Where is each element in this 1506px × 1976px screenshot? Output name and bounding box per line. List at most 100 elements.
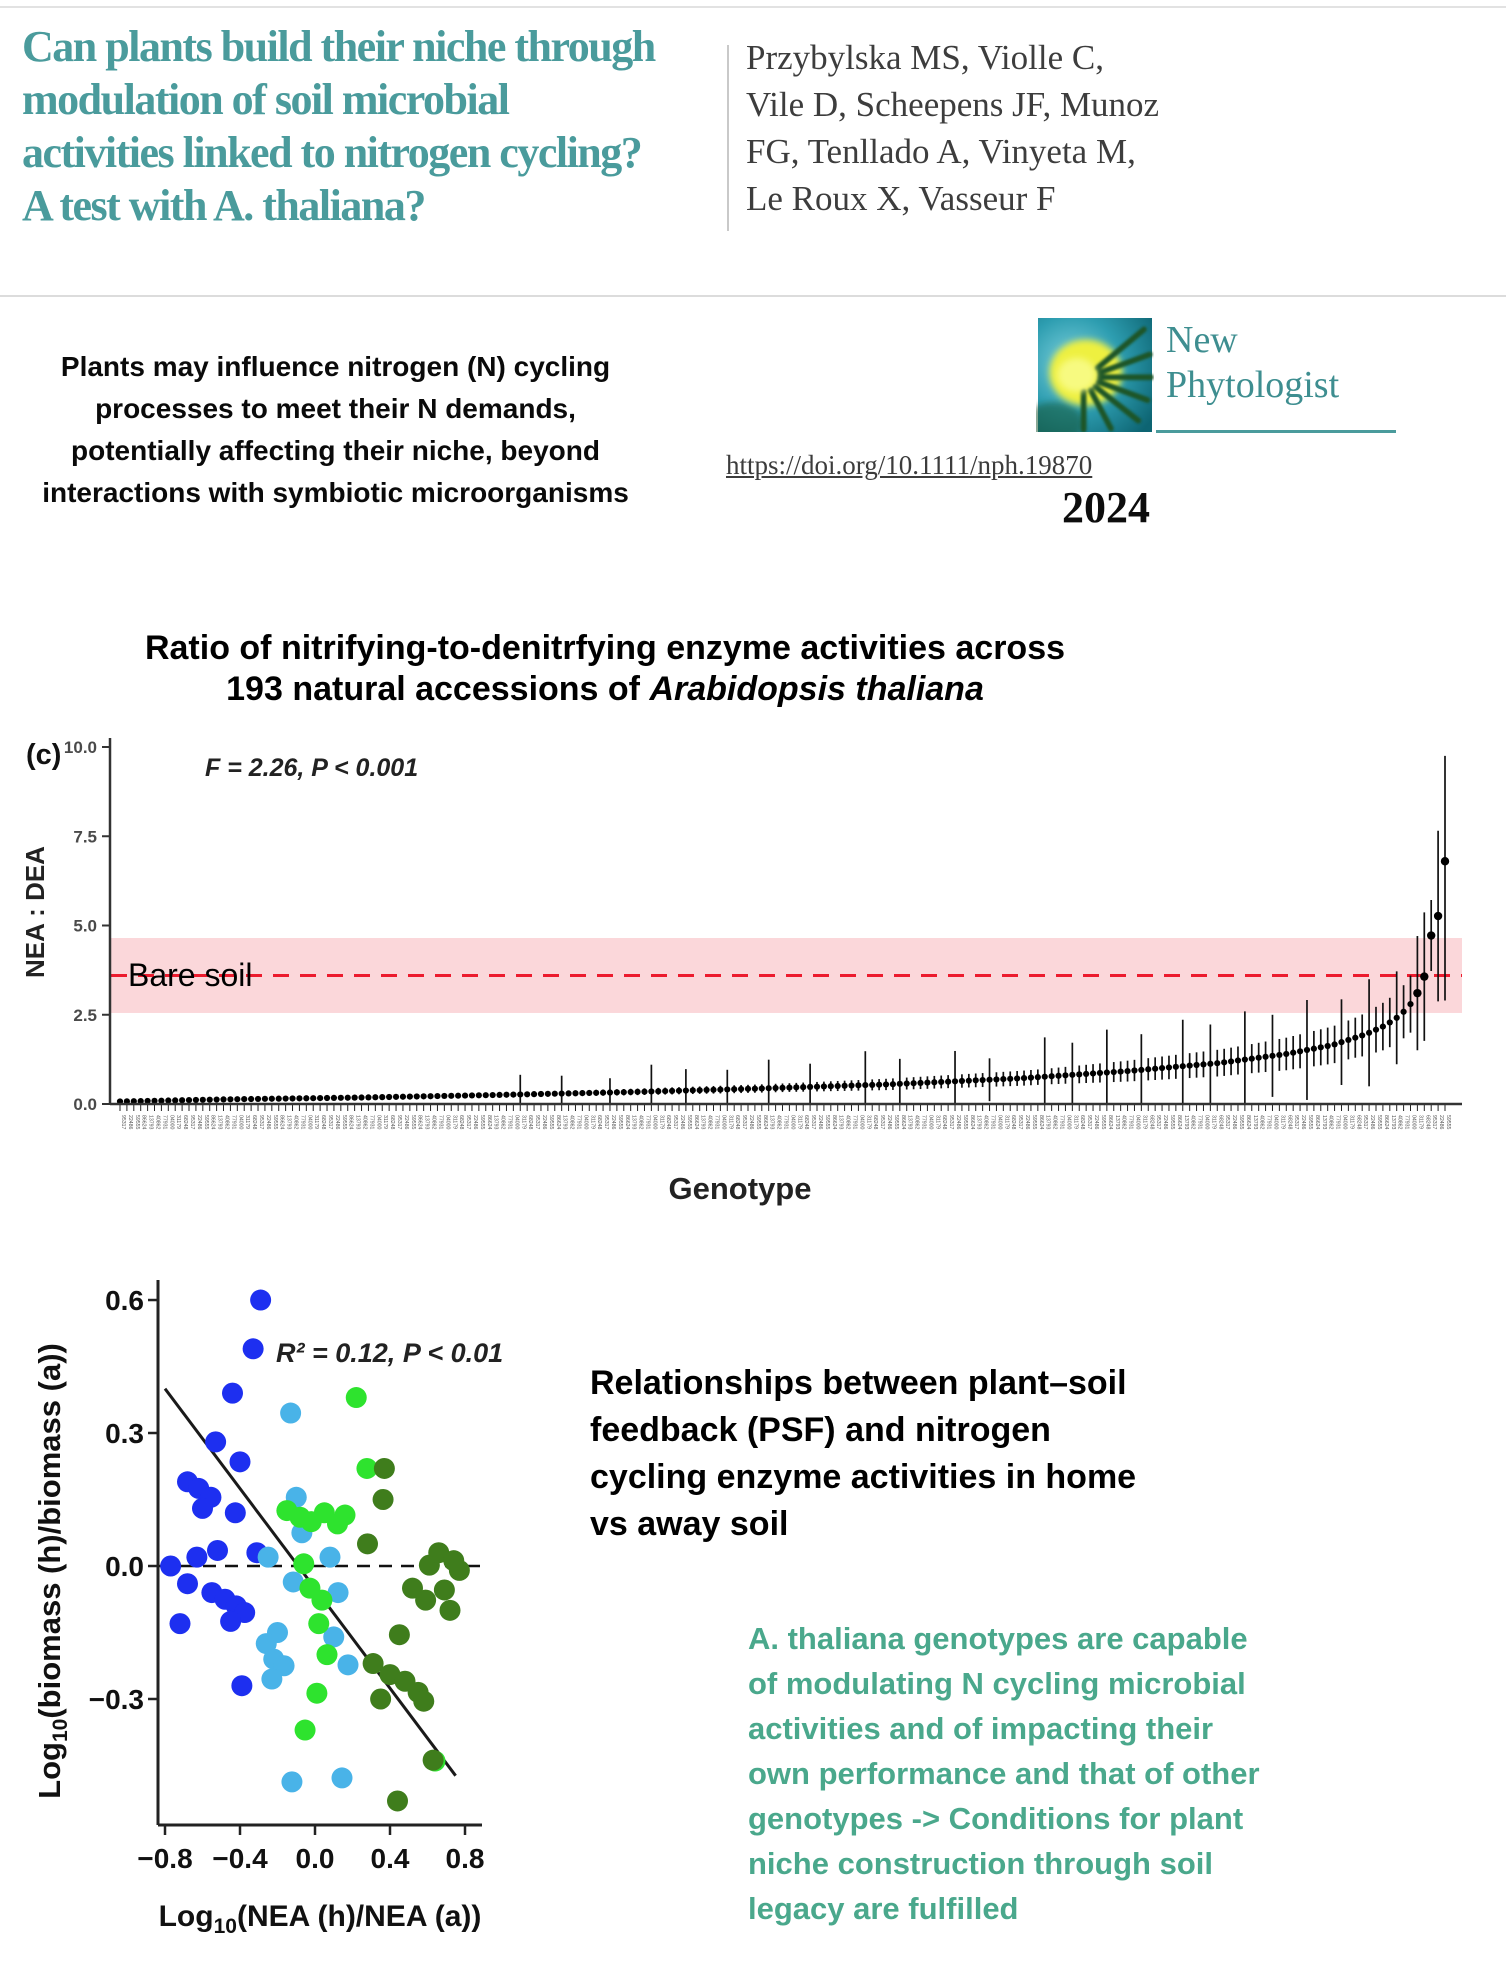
svg-text:04000: 04000 <box>444 1115 450 1130</box>
paper-title-line: Can plants build their niche through <box>22 22 656 71</box>
svg-text:68248: 68248 <box>1286 1115 1292 1130</box>
svg-text:40862: 40862 <box>1190 1115 1196 1130</box>
svg-text:13793: 13793 <box>286 1115 292 1130</box>
axes: 0.6 0.3 0.0 −0.3 −0.8 −0.4 0.0 0.4 0.8 <box>89 1280 485 1874</box>
svg-text:59555: 59555 <box>1376 1115 1382 1130</box>
svg-text:13793: 13793 <box>769 1115 775 1130</box>
svg-text:77931: 77931 <box>1266 1115 1272 1130</box>
svg-text:95317: 95317 <box>1293 1115 1299 1130</box>
svg-text:77931: 77931 <box>713 1115 719 1130</box>
svg-text:04000: 04000 <box>927 1115 933 1130</box>
conclusion-text: A. thaliana genotypes are capable of mod… <box>748 1616 1328 1931</box>
svg-text:95317: 95317 <box>810 1115 816 1130</box>
psf-heading: Relationships between plant–soil feedbac… <box>590 1360 1230 1548</box>
svg-text:77931: 77931 <box>852 1115 858 1130</box>
svg-text:22486: 22486 <box>1024 1115 1030 1130</box>
chart2-xlabel: Log10(NEA (h)/NEA (a)) <box>159 1900 482 1938</box>
title-author-divider <box>727 45 729 231</box>
svg-text:13793: 13793 <box>1252 1115 1258 1130</box>
svg-text:40862: 40862 <box>638 1115 644 1130</box>
genotype-ticks: 95317 22486 59555 86624 13793 40862 77931 04000… <box>119 1104 1451 1130</box>
svg-text:22486: 22486 <box>541 1115 547 1130</box>
psf-heading-line: Relationships between plant–soil <box>590 1364 1127 1402</box>
chart1-title: Ratio of nitrifying-to-denitrfying enzym… <box>50 628 1160 710</box>
svg-text:95317: 95317 <box>672 1115 678 1130</box>
svg-text:0.0: 0.0 <box>105 1551 144 1582</box>
svg-text:95317: 95317 <box>879 1115 885 1130</box>
svg-text:22486: 22486 <box>1162 1115 1168 1130</box>
svg-text:22486: 22486 <box>196 1115 202 1130</box>
svg-text:86624: 86624 <box>279 1115 285 1130</box>
svg-text:59555: 59555 <box>686 1115 692 1130</box>
svg-text:68248: 68248 <box>596 1115 602 1130</box>
svg-text:68248: 68248 <box>872 1115 878 1130</box>
svg-text:5.0: 5.0 <box>73 917 97 936</box>
summary-line: potentially affecting their niche, beyon… <box>71 435 600 466</box>
summary-line: processes to meet their N demands, <box>95 393 576 424</box>
svg-text:86624: 86624 <box>348 1115 354 1130</box>
svg-text:86624: 86624 <box>1314 1115 1320 1130</box>
svg-text:22486: 22486 <box>1093 1115 1099 1130</box>
svg-text:13793: 13793 <box>700 1115 706 1130</box>
svg-text:77931: 77931 <box>299 1115 305 1130</box>
svg-text:77931: 77931 <box>437 1115 443 1130</box>
svg-text:22486: 22486 <box>1438 1115 1444 1130</box>
svg-text:95317: 95317 <box>534 1115 540 1130</box>
publication-year: 2024 <box>1062 483 1150 532</box>
svg-text:31179: 31179 <box>451 1115 457 1129</box>
summary-line: interactions with symbiotic microorganis… <box>42 477 629 508</box>
svg-text:77931: 77931 <box>783 1115 789 1130</box>
error-bars <box>119 755 1446 1104</box>
svg-text:31179: 31179 <box>175 1115 181 1129</box>
logo-rays <box>1080 326 1154 432</box>
svg-text:31179: 31179 <box>520 1115 526 1129</box>
svg-text:0.4: 0.4 <box>371 1843 410 1874</box>
svg-text:−0.8: −0.8 <box>137 1843 192 1874</box>
svg-text:13793: 13793 <box>1045 1115 1051 1130</box>
svg-text:0.0: 0.0 <box>296 1843 335 1874</box>
svg-text:68248: 68248 <box>941 1115 947 1130</box>
svg-text:40862: 40862 <box>293 1115 299 1130</box>
svg-text:04000: 04000 <box>1134 1115 1140 1130</box>
svg-text:22486: 22486 <box>610 1115 616 1130</box>
psf-heading-line: feedback (PSF) and nitrogen <box>590 1411 1051 1449</box>
svg-text:95317: 95317 <box>1017 1115 1023 1130</box>
journal-name-line1: New <box>1166 319 1238 361</box>
svg-text:59555: 59555 <box>1100 1115 1106 1130</box>
svg-text:68248: 68248 <box>734 1115 740 1130</box>
svg-text:86624: 86624 <box>1038 1115 1044 1130</box>
svg-text:40862: 40862 <box>1397 1115 1403 1130</box>
svg-text:95317: 95317 <box>396 1115 402 1130</box>
svg-text:31179: 31179 <box>1348 1115 1354 1129</box>
svg-text:0.3: 0.3 <box>105 1418 144 1449</box>
svg-text:86624: 86624 <box>831 1115 837 1130</box>
svg-text:59555: 59555 <box>203 1115 209 1130</box>
svg-text:40862: 40862 <box>500 1115 506 1130</box>
svg-text:68248: 68248 <box>251 1115 257 1130</box>
svg-text:95317: 95317 <box>948 1115 954 1130</box>
svg-text:86624: 86624 <box>900 1115 906 1130</box>
svg-text:31179: 31179 <box>589 1115 595 1129</box>
svg-text:59555: 59555 <box>755 1115 761 1130</box>
doi-link[interactable]: https://doi.org/10.1111/nph.19870 <box>726 450 1093 480</box>
svg-text:0.8: 0.8 <box>446 1843 485 1874</box>
svg-text:59555: 59555 <box>617 1115 623 1130</box>
svg-text:86624: 86624 <box>486 1115 492 1130</box>
svg-text:04000: 04000 <box>375 1115 381 1130</box>
svg-text:95317: 95317 <box>1086 1115 1092 1130</box>
svg-text:68248: 68248 <box>1355 1115 1361 1130</box>
svg-text:31179: 31179 <box>1003 1115 1009 1129</box>
svg-text:95317: 95317 <box>258 1115 264 1130</box>
chart1-stats: F = 2.26, P < 0.001 <box>205 754 418 782</box>
svg-text:86624: 86624 <box>555 1115 561 1130</box>
svg-text:40862: 40862 <box>845 1115 851 1130</box>
svg-text:40862: 40862 <box>776 1115 782 1130</box>
svg-text:22486: 22486 <box>334 1115 340 1130</box>
paper-title-line: activities linked to nitrogen cycling? <box>22 128 643 177</box>
svg-text:13793: 13793 <box>355 1115 361 1130</box>
svg-text:86624: 86624 <box>693 1115 699 1130</box>
svg-text:31179: 31179 <box>1210 1115 1216 1129</box>
nea-dea-genotype-chart: 95317 22486 59555 86624 13793 40862 77931 04000… <box>20 738 1462 1206</box>
journal-name-line2: Phytologist <box>1166 364 1340 406</box>
svg-text:86624: 86624 <box>1176 1115 1182 1130</box>
